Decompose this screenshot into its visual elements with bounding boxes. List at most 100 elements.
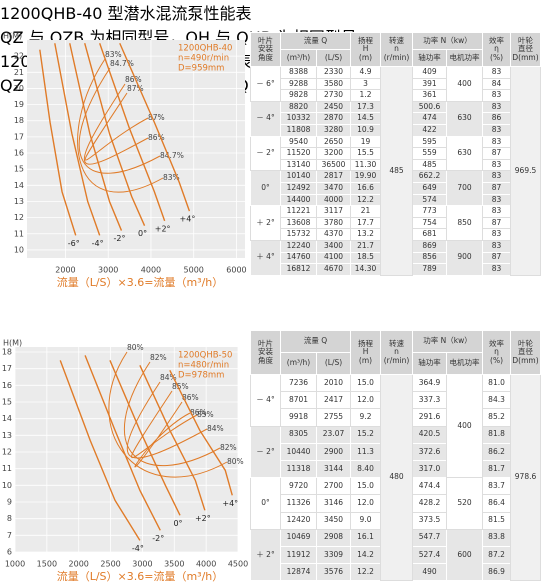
- x-tick-label: 2000: [55, 266, 75, 275]
- x-axis-label: 流量（L/S）×3.6=流量（m³/h）: [57, 275, 224, 289]
- header-row: 叶片 安装 角度 流量 Q 扬程 H (m) 转速 n (r/min) 功率 N（kw）…: [250, 32, 542, 67]
- head-cell: 17.7: [350, 216, 382, 230]
- x-tick-label: 1000: [5, 560, 25, 569]
- shaft-power-cell: 559: [412, 147, 448, 160]
- flow-m3h-cell: 12874: [280, 563, 317, 582]
- head-cell: 1.2: [350, 89, 382, 102]
- flow-m3h-cell: 8820: [280, 100, 317, 114]
- header-row: (m³/h) (L/S) 轴功率 电机功率: [251, 352, 541, 375]
- shaft-power-cell: 595: [412, 135, 448, 149]
- flow-m3h-cell: 12420: [280, 511, 317, 530]
- head-cell: 14.2: [350, 545, 382, 565]
- flow-ls-cell: 3470: [315, 181, 352, 195]
- flow-m3h-cell: 10332: [280, 112, 317, 125]
- flow-ls-cell: 2650: [315, 135, 352, 149]
- head-cell: 15.0: [350, 373, 382, 393]
- y-tick-label: 9: [7, 498, 12, 507]
- data-row: 0° 9720 2700 15.0 474.4 520 83.7: [250, 477, 541, 530]
- shaft-power-cell: 500.6: [412, 100, 448, 114]
- motor-power-cell: 700: [446, 170, 484, 207]
- chart-info: D=959mm: [178, 64, 224, 74]
- efficiency-cell: 86.2: [482, 442, 512, 461]
- flow-ls-cell: 4000: [315, 193, 352, 207]
- shaft-power-cell: 364.9: [412, 373, 448, 393]
- header-cell: 叶轮 直径 D(mm): [510, 32, 542, 67]
- data-row: 8701 2417 12.0 337.3 84.3: [251, 391, 541, 410]
- shaft-power-cell: 485: [412, 158, 448, 172]
- y-tick-label: 11: [14, 229, 24, 238]
- flow-ls-cell: 2730: [315, 89, 352, 102]
- motor-power-cell: 630: [446, 100, 484, 137]
- flow-ls-cell: 23.07: [315, 425, 352, 444]
- flow-ls-cell: 2417: [315, 391, 352, 410]
- head-cell: 18.5: [350, 251, 382, 265]
- flow-ls-cell: 3309: [315, 545, 352, 565]
- flow-m3h-cell: 14400: [280, 193, 317, 207]
- data-row: 9918 2755 9.2 291.6 85.2: [251, 408, 541, 427]
- head-cell: 15.5: [350, 147, 382, 160]
- efficiency-label: 84.7%: [110, 59, 134, 68]
- efficiency-label: 86%: [148, 133, 165, 142]
- x-tick-label: 6000: [226, 266, 246, 275]
- data-row: － 2° 8305 23.07 15.2 420.5 81.8: [250, 425, 541, 479]
- flow-m3h-cell: 8701: [280, 391, 317, 410]
- efficiency-cell: 83: [482, 205, 512, 218]
- efficiency-cell: 83.8: [482, 528, 512, 547]
- efficiency-cell: 84.3: [482, 391, 512, 410]
- efficiency-cell: 87: [482, 216, 512, 230]
- y-tick-label: 17: [14, 132, 24, 141]
- flow-ls-cell: 3400: [315, 239, 352, 253]
- shaft-power-cell: 291.6: [412, 408, 448, 427]
- flow-m3h-cell: 12240: [280, 239, 317, 253]
- data-row: 0° 10140 2817 19.90 662.2 700 83: [250, 170, 541, 207]
- data-row: 15732 4370 13.2 681 83: [251, 228, 541, 241]
- efficiency-cell: 83: [482, 89, 512, 102]
- motor-power-cell: 630: [446, 135, 484, 172]
- curve-label: +2°: [155, 224, 171, 233]
- x-tick-label: 3000: [132, 560, 152, 569]
- header-row: 叶片 安装 角度 流量 Q 扬程 H (m) 转速 n (r/min) 功率 N（kw）…: [250, 330, 542, 375]
- y-tick-label: 10: [2, 481, 12, 490]
- chart: 6 7 8 9 10 11 12 13 14 15 16 17 18 1000 1500 2000 2500 30…: [2, 339, 248, 583]
- shaft-power-cell: 490: [412, 563, 448, 582]
- efficiency-cell: 83: [482, 66, 512, 79]
- efficiency-cell: 83: [482, 228, 512, 241]
- flow-ls-cell: 3280: [315, 123, 352, 137]
- flow-ls-cell: 4670: [315, 263, 352, 276]
- plot-area: [27, 40, 245, 258]
- shaft-power-cell: 773: [412, 205, 448, 218]
- flow-m3h-cell: 9540: [280, 135, 317, 149]
- efficiency-label: 87%: [127, 84, 144, 93]
- shaft-power-cell: 649: [412, 181, 448, 195]
- shaft-power-cell: 420.5: [412, 425, 448, 444]
- flow-m3h-cell: 8305: [280, 425, 317, 444]
- flow-m3h-cell: 11326: [280, 494, 317, 513]
- performance-table: 叶片 安装 角度 流量 Q 扬程 H (m) 转速 n (r/min) 功率 N（kw）…: [250, 330, 542, 582]
- header-cell: 流量 Q: [279, 330, 352, 353]
- data-row: ＋ 2° 11221 3117 21 773 850 83: [250, 205, 541, 241]
- head-cell: 12.0: [350, 494, 382, 513]
- header-cell: 叶片 安装 角度: [250, 330, 281, 375]
- header-cell: 电机功率: [446, 49, 484, 67]
- flow-m3h-cell: 7236: [280, 373, 317, 393]
- flow-m3h-cell: 9288: [280, 77, 317, 91]
- flow-m3h-cell: 11318: [280, 459, 317, 479]
- angle-cell: － 4°: [250, 100, 281, 137]
- angle-cell: － 2°: [250, 425, 281, 479]
- shaft-power-cell: 428.2: [412, 494, 448, 513]
- motor-power-cell: 520: [446, 477, 484, 530]
- efficiency-contour: [131, 390, 198, 459]
- head-cell: 21: [350, 205, 382, 218]
- efficiency-cell: 83: [482, 158, 512, 172]
- efficiency-contour: [123, 361, 221, 467]
- head-cell: 12.2: [350, 563, 382, 582]
- chart-info: n=480r/min: [178, 361, 229, 371]
- data-row: 16812 4670 14.30 789 83: [251, 263, 541, 276]
- x-tick-label: 3500: [164, 560, 184, 569]
- shaft-power-cell: 754: [412, 216, 448, 230]
- header-cell: 流量 Q: [279, 32, 352, 50]
- flow-m3h-cell: 15732: [280, 228, 317, 241]
- motor-power-cell: 900: [446, 239, 484, 276]
- head-cell: 16.6: [350, 181, 382, 195]
- header-cell: 轴功率: [412, 352, 448, 375]
